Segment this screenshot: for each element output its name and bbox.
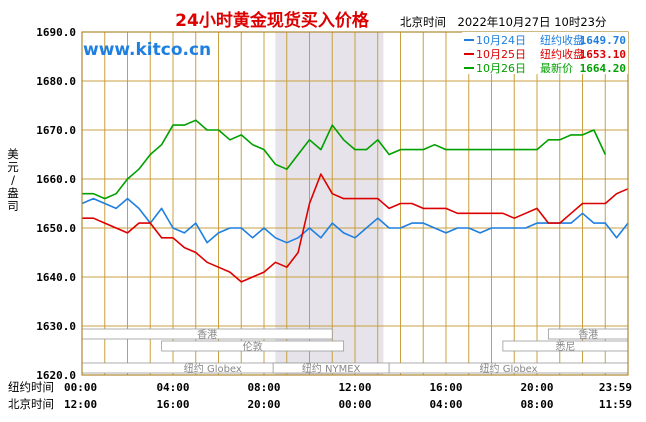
legend-label: 纽约收盘	[540, 47, 584, 61]
chart-timestamp: 北京时间 2022年10月27日 10时23分	[400, 15, 607, 29]
session-label: 纽约 NYMEX	[302, 362, 361, 375]
y-axis-label-char: /	[11, 173, 15, 187]
y-axis-label-char: 盎	[7, 186, 19, 200]
session-label: 香港	[197, 329, 217, 341]
series-line-2	[82, 173, 629, 283]
ny-tick-label: 00:00	[64, 381, 97, 394]
ny-tick-label: 23:59	[599, 381, 632, 394]
session-label: 悉尼	[555, 341, 575, 353]
legend-value: 1664.20	[580, 62, 626, 75]
legend-date: 10月25日	[476, 48, 526, 61]
legend-value: 1649.70	[580, 34, 626, 47]
y-axis-label-char: 司	[7, 199, 19, 213]
legend-label: 纽约收盘	[540, 33, 584, 47]
legend-label: 最新价	[540, 61, 573, 75]
nymex-shade-rect	[275, 32, 384, 375]
y-tick-label: 1640.0	[36, 271, 76, 284]
session-label: 纽约 Globex	[480, 362, 538, 375]
bj-tick-label: 16:00	[156, 398, 189, 411]
y-tick-label: 1650.0	[36, 222, 76, 235]
legend-value: 1653.10	[580, 48, 626, 61]
legend-date: 10月24日	[476, 34, 526, 47]
ny-tick-label: 16:00	[429, 381, 462, 394]
session-label: 香港	[578, 329, 598, 341]
series-line-3	[82, 119, 607, 200]
y-tick-label: 1670.0	[36, 124, 76, 137]
ny-tick-label: 08:00	[247, 381, 280, 394]
bj-tick-label: 00:00	[338, 398, 371, 411]
nymex-shaded-band	[275, 32, 384, 375]
ny-tick-label: 20:00	[520, 381, 553, 394]
bj-tick-label: 20:00	[247, 398, 280, 411]
legend-date: 10月26日	[476, 62, 526, 75]
ny-time-label: 纽约时间	[8, 380, 54, 394]
bj-tick-label: 08:00	[520, 398, 553, 411]
session-bar	[161, 340, 345, 352]
price-series	[81, 119, 629, 283]
y-tick-label: 1630.0	[36, 320, 76, 333]
y-tick-label: 1620.0	[36, 369, 76, 382]
chart-title: 24小时黄金现货买入价格	[175, 10, 370, 31]
axes: 1690.0 1680.0 1670.0 1660.0 1650.0 1640.0 1630…	[7, 26, 632, 411]
ny-tick-label: 12:00	[338, 381, 371, 394]
y-tick-label: 1680.0	[36, 75, 76, 88]
session-label: 纽约 Globex	[184, 362, 242, 375]
bj-time-label: 北京时间	[8, 397, 54, 411]
y-tick-label: 1660.0	[36, 173, 76, 186]
legend-background	[462, 32, 628, 74]
ny-tick-label: 04:00	[156, 381, 189, 394]
bj-tick-label: 12:00	[64, 398, 97, 411]
y-axis-label-char: 元	[7, 160, 19, 174]
series-line-1	[81, 197, 629, 244]
plot-border	[81, 31, 629, 376]
bj-tick-label: 11:59	[599, 398, 632, 411]
y-axis-label-char: 美	[7, 147, 19, 161]
y-tick-label: 1690.0	[36, 26, 76, 39]
bj-tick-label: 04:00	[429, 398, 462, 411]
kitco-watermark: www.kitco.cn	[83, 40, 211, 60]
session-label: 伦敦	[243, 340, 263, 353]
plot-frame	[81, 31, 629, 376]
